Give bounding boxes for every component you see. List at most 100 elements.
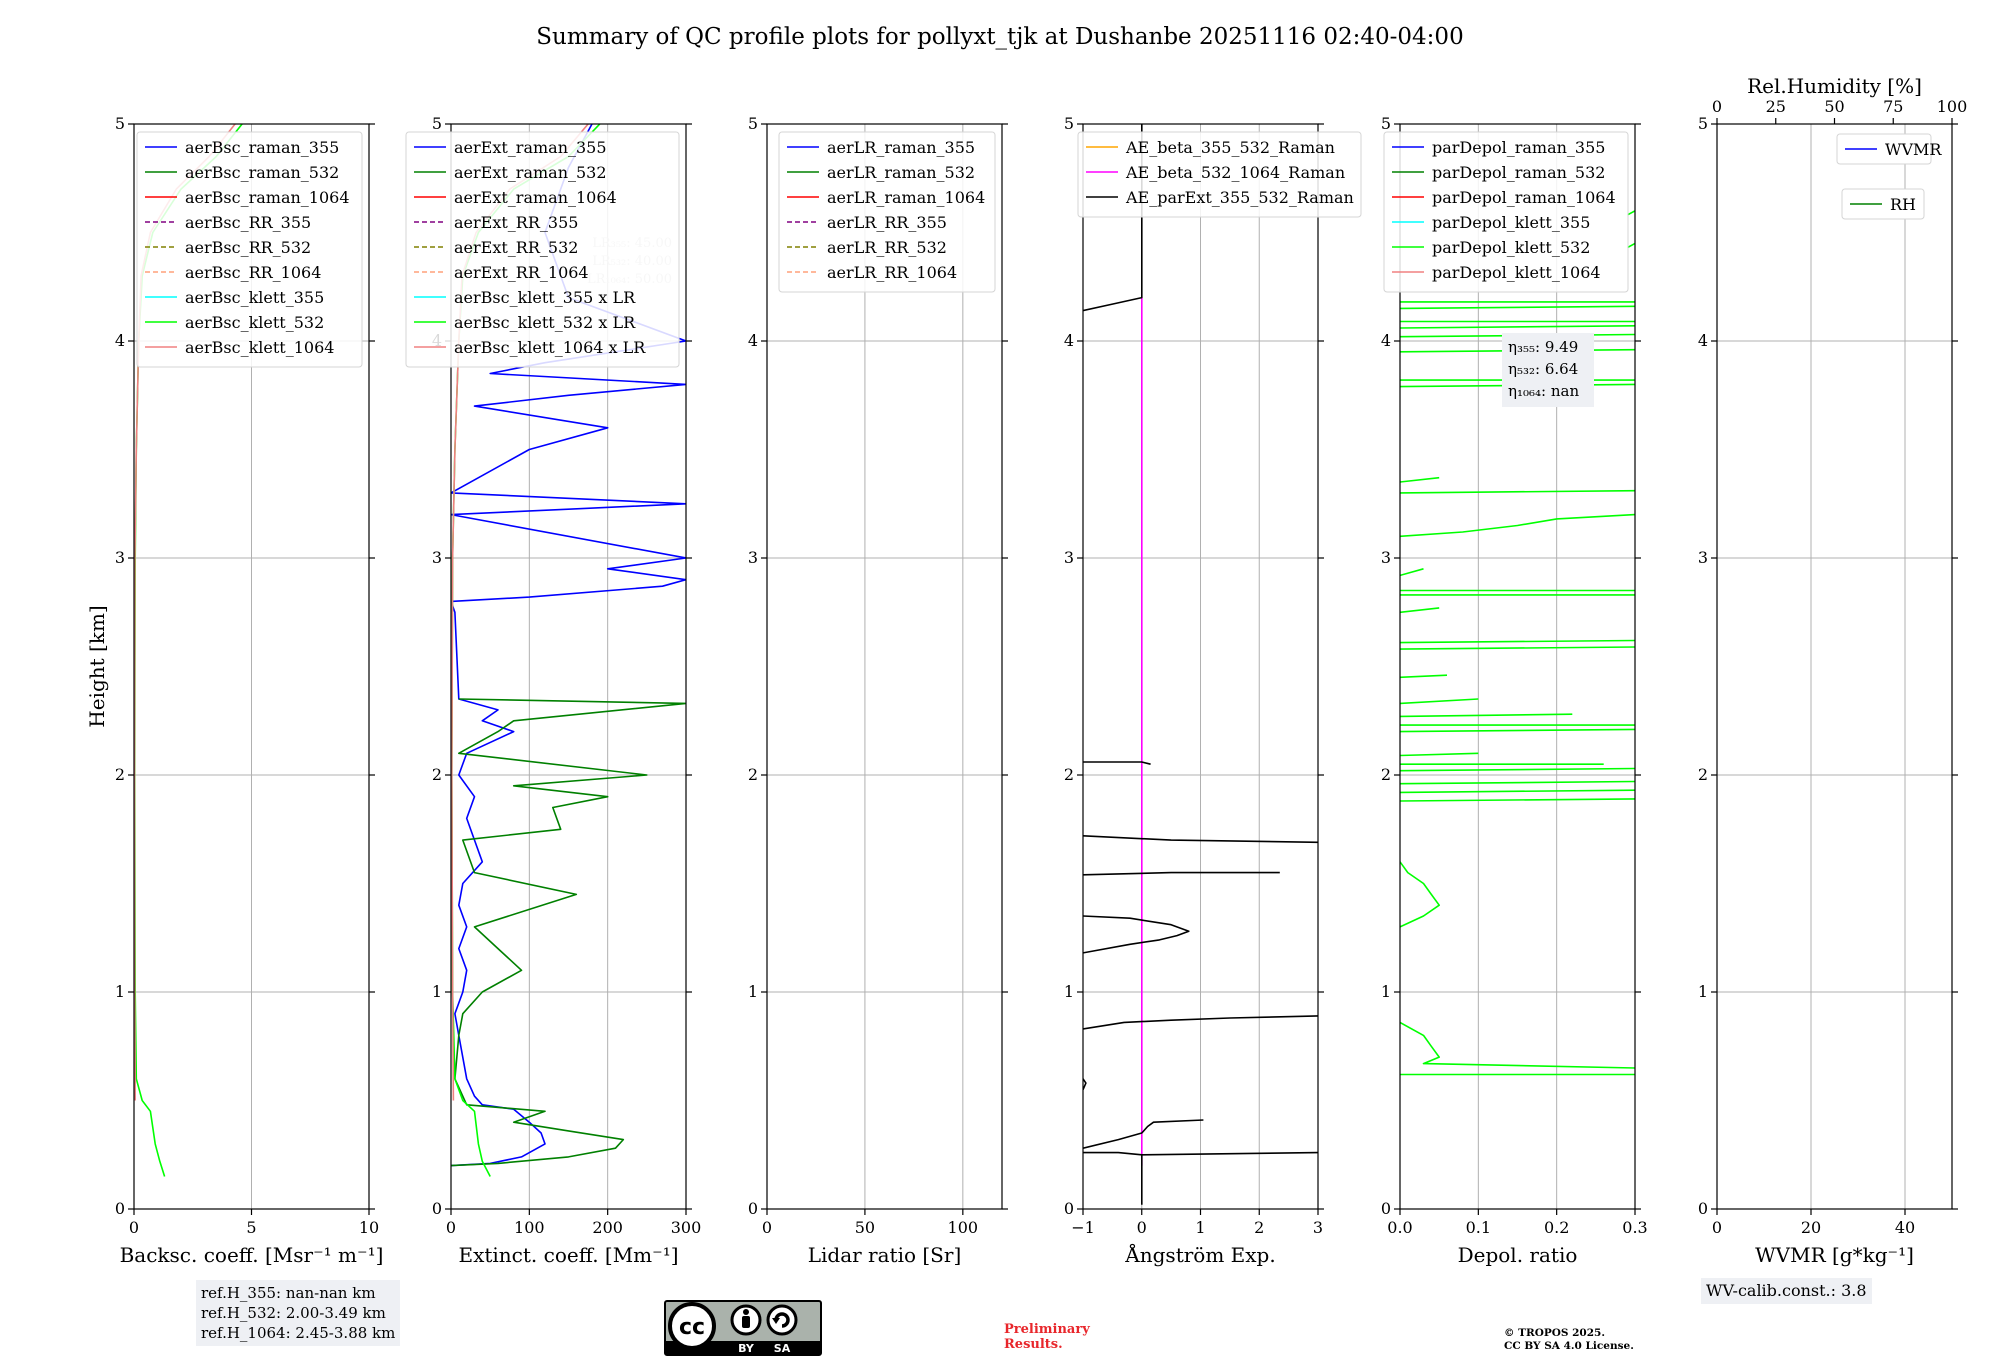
y-tick-label: 5: [1381, 114, 1391, 133]
legend-label: aerLR_RR_532: [827, 238, 947, 257]
x-tick-label: 0: [1712, 1218, 1722, 1237]
badge-sa-label: SA: [774, 1342, 791, 1355]
panel-lr: 0 50 100 0 1 2 3 4 5 Lidar ratio [Sr] aerLR_raman_…: [748, 114, 1008, 1267]
legend-label: aerBsc_klett_532: [185, 313, 324, 332]
y-tick-label: 2: [115, 765, 125, 784]
top-x-axis-label: Rel.Humidity [%]: [1747, 74, 1922, 98]
copyright-line-2: CC BY SA 4.0 License.: [1504, 1340, 1634, 1352]
series-line-parDepol-klett-532: [1400, 798, 1635, 802]
ref-heights-box: ref.H_355: nan-nan km ref.H_532: 2.00-3.…: [196, 1280, 401, 1346]
x-tick-label: 10: [359, 1218, 379, 1237]
y-tick-label: 4: [1381, 331, 1391, 350]
legend-label: aerLR_raman_355: [827, 138, 975, 157]
series-line-parDepol-klett-532: [1400, 305, 1635, 310]
series-line-parDepol-klett-532: [1400, 780, 1635, 785]
top-x-tick-label: 0: [1712, 97, 1722, 116]
x-tick-label: 0.2: [1544, 1218, 1569, 1237]
y-tick-label: 0: [115, 1199, 125, 1218]
legend-label: aerBsc_raman_1064: [185, 188, 350, 207]
legend-box: [1836, 133, 1932, 165]
series-line-AE-parExt-355-532-Raman: [1083, 761, 1151, 765]
sa-share-icon: [766, 1304, 798, 1336]
x-tick-label: 300: [671, 1218, 702, 1237]
x-tick-label: 40: [1895, 1218, 1915, 1237]
preliminary-note: Preliminary Results.: [1004, 1322, 1090, 1352]
wv-calib-box: WV-calib.const.: 3.8: [1701, 1278, 1872, 1304]
eta-annotation: η₅₃₂: 6.64: [1508, 360, 1578, 378]
series-line-aerExt-raman-532: [451, 698, 686, 1167]
series-line-parDepol-klett-532: [1400, 646, 1635, 650]
top-x-tick-label: 50: [1824, 97, 1844, 116]
eta-annotation: η₁₀₆₄: nan: [1508, 382, 1579, 400]
figure-title: Summary of QC profile plots for pollyxt_…: [536, 24, 1463, 50]
series-line-parDepol-klett-532: [1400, 489, 1635, 494]
x-axis-label: Lidar ratio [Sr]: [808, 1243, 962, 1267]
series-line-parDepol-klett-532: [1400, 607, 1440, 614]
series-line-parDepol-klett-532: [1400, 674, 1448, 679]
legend-label: aerBsc_klett_1064 x LR: [454, 338, 646, 357]
y-tick-label: 1: [748, 982, 758, 1001]
x-axis-label: Ångström Exp.: [1124, 1242, 1275, 1267]
x-tick-label: 0: [1137, 1218, 1147, 1237]
x-tick-label: −1: [1071, 1218, 1095, 1237]
legend-label: aerLR_raman_532: [827, 163, 975, 182]
legend: parDepol_raman_355 parDepol_raman_532 parD…: [1383, 131, 1629, 293]
legend-label: parDepol_klett_1064: [1432, 263, 1601, 282]
y-tick-label: 4: [115, 331, 125, 350]
panel-bsc: 0 5 10 0 1 2 3 4 5 Backsc. coeff. [Msr⁻¹ m⁻¹] Heig…: [85, 114, 383, 1267]
panel-ext: LR₃₅₅: 45.00LR₅₃₂: 40.00LR₁₀₆₄: 50.00010…: [405, 114, 702, 1267]
series-line-AE-parExt-355-532-Raman: [1083, 1078, 1087, 1091]
legend-label: aerBsc_raman_532: [185, 163, 339, 182]
series-line-parDepol-klett-532: [1400, 568, 1424, 577]
legend-label: RH: [1890, 195, 1916, 214]
legend-label: aerExt_raman_355: [454, 138, 607, 157]
svg-text:cc: cc: [679, 1315, 705, 1340]
y-tick-label: 4: [1064, 331, 1074, 350]
x-tick-label: 0: [446, 1218, 456, 1237]
series-line-AE-parExt-355-532-Raman: [1083, 1015, 1318, 1030]
legend-box: [136, 131, 363, 368]
x-tick-label: 0.1: [1466, 1218, 1491, 1237]
axes-frame: [766, 123, 1003, 1210]
legend-box: [405, 131, 680, 368]
y-tick-label: 3: [432, 548, 442, 567]
legend-label: aerLR_RR_355: [827, 213, 947, 232]
legend: AE_beta_355_532_Raman AE_beta_532_1064_Ra…: [1077, 131, 1362, 218]
cc-icon: [668, 1302, 716, 1350]
legend-label: parDepol_raman_1064: [1432, 188, 1616, 207]
y-tick-label: 3: [748, 548, 758, 567]
y-tick-label: 5: [432, 114, 442, 133]
y-tick-label: 5: [1064, 114, 1074, 133]
legend-label: aerBsc_klett_355 x LR: [454, 288, 636, 307]
top-x-tick-label: 100: [1937, 97, 1968, 116]
x-axis-label: Extinct. coeff. [Mm⁻¹]: [458, 1243, 678, 1267]
legend-label: aerExt_raman_1064: [454, 188, 617, 207]
legend-label: aerExt_RR_532: [454, 238, 578, 257]
x-tick-label: 1: [1195, 1218, 1205, 1237]
series-line-parDepol-klett-532: [1400, 325, 1635, 329]
y-tick-label: 3: [1064, 548, 1074, 567]
x-tick-label: 3: [1313, 1218, 1323, 1237]
y-tick-label: 1: [1698, 982, 1708, 1001]
y-tick-label: 5: [115, 114, 125, 133]
x-tick-label: 0: [129, 1218, 139, 1237]
series-line-AE-parExt-355-532-Raman: [1083, 915, 1190, 954]
y-tick-label: 3: [1698, 548, 1708, 567]
y-tick-label: 1: [115, 982, 125, 1001]
y-tick-label: 5: [1698, 114, 1708, 133]
legend: aerLR_raman_355 aerLR_raman_532 aerLR_rama…: [778, 131, 996, 293]
legend-label: WVMR: [1885, 140, 1942, 159]
x-tick-label: 5: [246, 1218, 256, 1237]
legend-label: aerLR_raman_1064: [827, 188, 985, 207]
legend-label: aerBsc_RR_355: [185, 213, 311, 232]
legend-label: aerBsc_RR_1064: [185, 263, 321, 282]
legend-label: aerBsc_klett_355: [185, 288, 324, 307]
y-tick-label: 2: [748, 765, 758, 784]
legend-label: AE_beta_355_532_Raman: [1125, 138, 1335, 157]
legend-label: aerBsc_klett_532 x LR: [454, 313, 636, 332]
series-line-AE-parExt-355-532-Raman: [1141, 1151, 1318, 1205]
series-line-parDepol-klett-532: [1400, 476, 1440, 483]
legend-label: AE_beta_532_1064_Raman: [1125, 163, 1345, 182]
series-line-AE-parExt-355-532-Raman: [1083, 1151, 1142, 1156]
